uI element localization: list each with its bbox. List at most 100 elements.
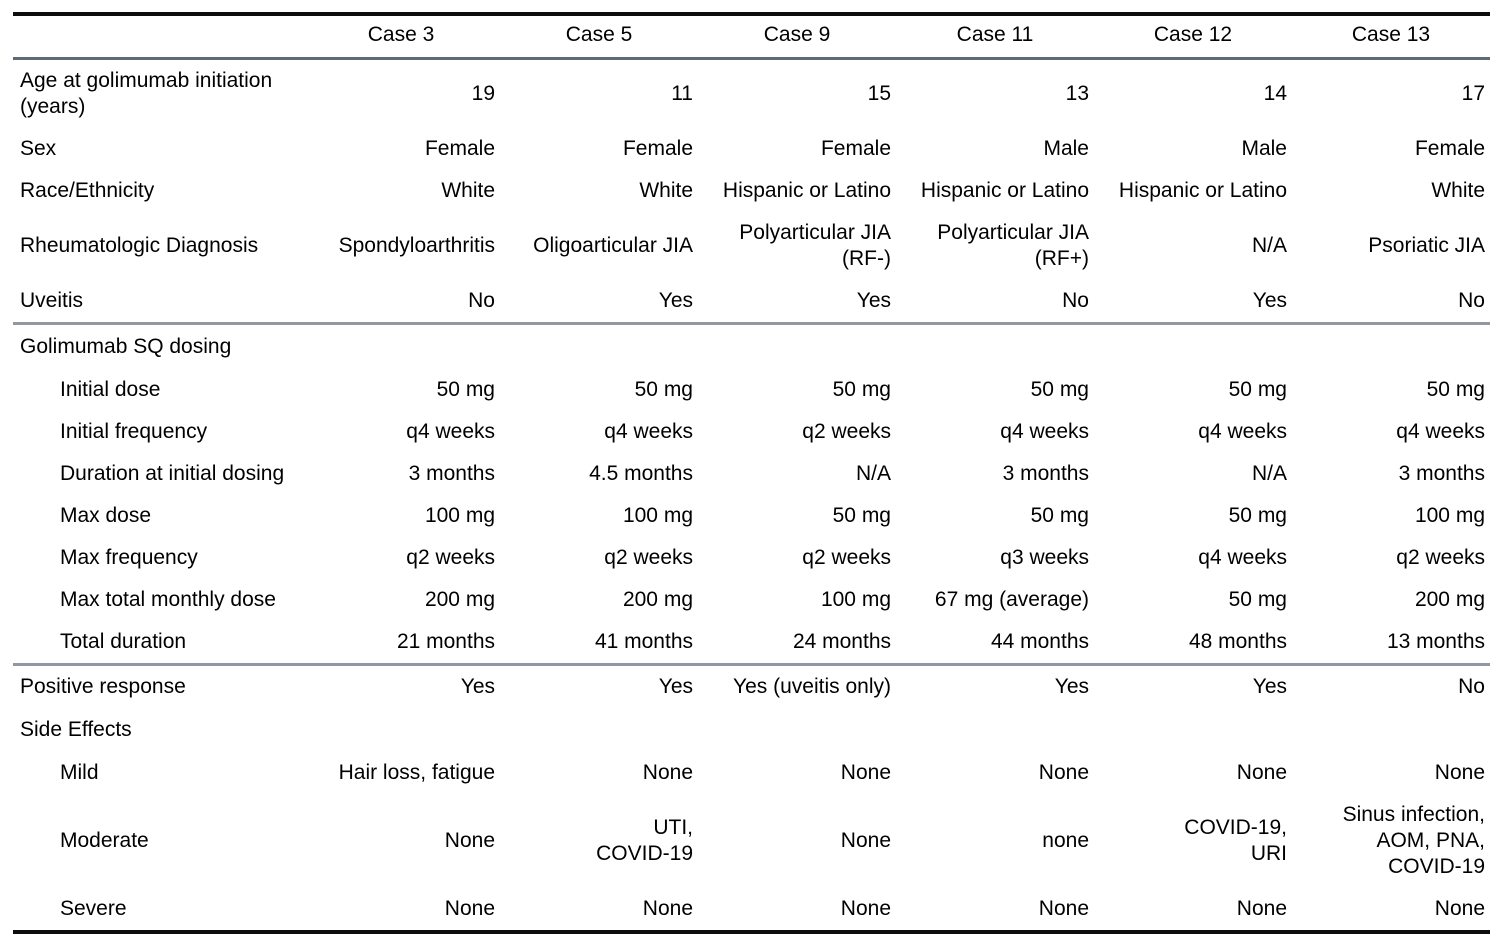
row-label: Positive response: [20, 675, 186, 698]
cell: Polyarticular JIA (RF-): [739, 221, 891, 270]
row-label: Initial dose: [60, 378, 161, 401]
cell: 24 months: [792, 630, 891, 653]
cell: 50 mg: [1030, 504, 1089, 527]
table-row: Race/Ethnicity White White Hispanic or Lati…: [13, 170, 1490, 212]
cell: q4 weeks: [1000, 420, 1089, 443]
cell: 50 mg: [832, 378, 891, 401]
column-header: Case 3: [367, 23, 435, 46]
table-row: Max dose 100 mg 100 mg 50 mg 50 mg 50 mg 100 m…: [13, 495, 1490, 537]
cell: Yes: [658, 289, 693, 312]
cell: 200 mg: [1414, 588, 1485, 611]
cell: No: [1458, 675, 1485, 698]
table-row: Uveitis No Yes Yes No Yes No: [13, 280, 1490, 324]
cell: None: [642, 897, 693, 920]
cell: 41 months: [594, 630, 693, 653]
cell: Female: [820, 137, 891, 160]
cell: Polyarticular JIA (RF+): [937, 221, 1089, 270]
cell: 100 mg: [820, 588, 891, 611]
cell: 15: [867, 82, 891, 105]
cell: 50 mg: [1228, 504, 1287, 527]
cell: COVID-19, URI: [1184, 816, 1287, 865]
cell: N/A: [1251, 462, 1287, 485]
cell: 100 mg: [1414, 504, 1485, 527]
cell: 100 mg: [622, 504, 693, 527]
cell: 100 mg: [424, 504, 495, 527]
cell: Yes: [658, 675, 693, 698]
table-row: Initial frequency q4 weeks q4 weeks q2 week…: [13, 411, 1490, 453]
table-row: Total duration 21 months 41 months 24 month…: [13, 621, 1490, 665]
table-row: Positive response Yes Yes Yes (uveitis only…: [13, 665, 1490, 709]
cell: Psoriatic JIA: [1368, 234, 1485, 257]
cell: Female: [622, 137, 693, 160]
cell: 50 mg: [1426, 378, 1485, 401]
row-label: Severe: [60, 897, 127, 920]
table-row: Max total monthly dose 200 mg 200 mg 100 mg…: [13, 579, 1490, 621]
row-label: Max frequency: [60, 546, 198, 569]
cell: q2 weeks: [1396, 546, 1485, 569]
cell: 67 mg (average): [934, 588, 1089, 611]
row-label: Mild: [60, 761, 99, 784]
table-row: Max frequency q2 weeks q2 weeks q2 weeks q3 …: [13, 537, 1490, 579]
cell: 48 months: [1188, 630, 1287, 653]
cell: 44 months: [990, 630, 1089, 653]
cell: none: [1042, 829, 1089, 852]
cell: 200 mg: [622, 588, 693, 611]
row-label: Uveitis: [20, 289, 84, 312]
cell: UTI, COVID-19: [596, 816, 693, 865]
section-row: Side Effects: [13, 708, 1490, 752]
cell: Hispanic or Latino: [920, 179, 1089, 202]
cell: 3 months: [408, 462, 495, 485]
cell: Sinus infection, AOM, PNA, COVID-19: [1342, 803, 1485, 878]
column-header: Case 12: [1153, 23, 1233, 46]
case-series-table: Case 3 Case 5 Case 9 Case 11 Case 12 Case 13 …: [13, 12, 1490, 934]
table-row: Rheumatologic Diagnosis Spondyloarthritis…: [13, 212, 1490, 280]
cell: None: [840, 897, 891, 920]
cell: White: [1431, 179, 1485, 202]
cell: None: [1038, 761, 1089, 784]
column-header: Case 5: [565, 23, 633, 46]
row-label: Total duration: [60, 630, 187, 653]
row-label: Max total monthly dose: [60, 588, 276, 611]
corner-header: [13, 14, 302, 59]
cell: None: [444, 829, 495, 852]
cell: Hair loss, fatigue: [338, 761, 495, 784]
cell: 50 mg: [436, 378, 495, 401]
cell: N/A: [1251, 234, 1287, 257]
table-row: Duration at initial dosing 3 months 4.5 mo…: [13, 453, 1490, 495]
cell: q4 weeks: [1198, 420, 1287, 443]
cell: 13: [1065, 82, 1089, 105]
cell: q4 weeks: [406, 420, 495, 443]
cell: Female: [1414, 137, 1485, 160]
cell: No: [468, 289, 495, 312]
cell: None: [1236, 897, 1287, 920]
cell: q4 weeks: [1198, 546, 1287, 569]
cell: White: [441, 179, 495, 202]
row-label: Side Effects: [20, 718, 132, 741]
row-label: Max dose: [60, 504, 152, 527]
cell: q4 weeks: [604, 420, 693, 443]
cell: White: [639, 179, 693, 202]
row-label: Golimumab SQ dosing: [20, 335, 232, 358]
cell: 50 mg: [634, 378, 693, 401]
cell: No: [1458, 289, 1485, 312]
cell: Hispanic or Latino: [1118, 179, 1287, 202]
row-label: Duration at initial dosing: [60, 462, 285, 485]
column-header: Case 13: [1351, 23, 1431, 46]
table-body: Age at golimumab initiation (years) 19 11 1…: [13, 59, 1490, 933]
cell: None: [840, 761, 891, 784]
table-row: Mild Hair loss, fatigue None None None None No…: [13, 752, 1490, 794]
column-header: Case 11: [956, 23, 1034, 46]
cell: Spondyloarthritis: [338, 234, 495, 257]
cell: Yes: [1252, 289, 1287, 312]
row-label: Race/Ethnicity: [20, 179, 155, 202]
cell: 13 months: [1386, 630, 1485, 653]
cell: 3 months: [1002, 462, 1089, 485]
cell: N/A: [855, 462, 891, 485]
cell: Female: [424, 137, 495, 160]
table-header: Case 3 Case 5 Case 9 Case 11 Case 12 Case 13: [13, 14, 1490, 59]
row-label: Moderate: [60, 829, 149, 852]
cell: 14: [1263, 82, 1287, 105]
cell: q2 weeks: [802, 546, 891, 569]
cell: 50 mg: [1030, 378, 1089, 401]
